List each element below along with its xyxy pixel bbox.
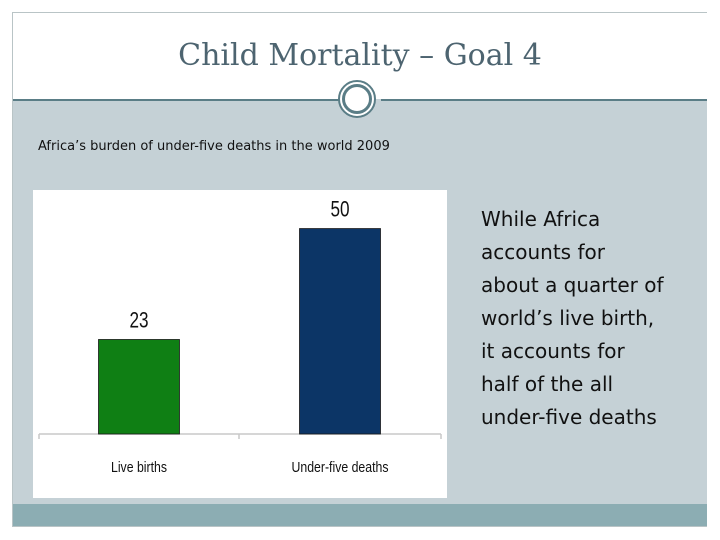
side-text-line: world’s live birth, [481,306,655,330]
side-text-line: accounts for [481,240,605,264]
circle-divider-icon [338,80,376,118]
data-label: 50 [330,198,349,223]
side-text-line: about a quarter of [481,273,664,297]
chart-subtitle: Africa’s burden of under-five deaths in … [38,139,390,154]
side-text-line: While Africa [481,207,601,231]
side-text-line: it accounts for [481,339,625,363]
category-label: Under-five deaths [291,459,388,475]
bar [98,339,180,435]
bar-chart: 23 Live births 50 Under-five deaths [38,198,442,475]
side-text-line: half of the all [481,372,614,396]
chart-box: 23 Live births 50 Under-five deaths [33,190,447,498]
side-text: While Africa accounts for about a quarte… [481,203,711,434]
footer-bar [13,504,707,526]
title-rule-left [13,99,339,101]
side-text-line: under-five deaths [481,405,657,429]
title-rule-right [381,99,707,101]
bar [299,228,381,435]
category-label: Live births [111,459,167,475]
data-label: 23 [129,309,148,334]
slide-title: Child Mortality – Goal 4 [178,38,542,73]
